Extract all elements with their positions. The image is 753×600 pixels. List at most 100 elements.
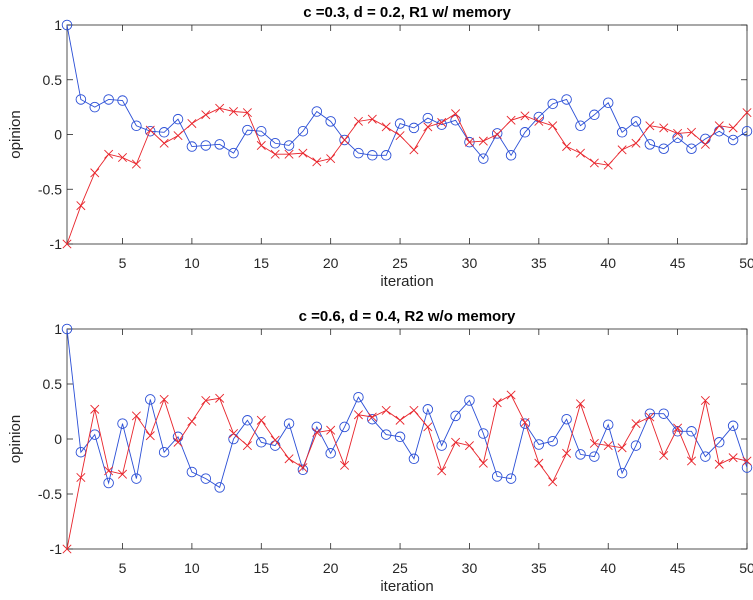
data-point-circle <box>450 410 461 422</box>
y-tick-label: 0 <box>54 431 62 447</box>
data-point-circle <box>602 419 614 430</box>
data-point-circle <box>103 94 114 105</box>
data-point-circle <box>283 418 295 429</box>
y-tick-label: 0 <box>54 127 62 143</box>
data-point-x <box>395 131 405 141</box>
data-point-x <box>367 114 377 124</box>
data-point-x <box>395 415 405 425</box>
x-tick-label: 15 <box>253 560 269 576</box>
data-point-x <box>714 459 724 469</box>
subplot-2: 5 10 15 20 25 30 35 40 45 50 -1 -0.5 0 0.5 1 c =0.6, d … <box>7 308 753 595</box>
data-point-circle <box>131 120 142 131</box>
y-axis-label: opinion <box>7 110 24 158</box>
series-line-blue <box>66 328 748 489</box>
x-tick-label: 50 <box>739 560 753 576</box>
data-point-circle <box>186 141 198 152</box>
data-point-circle <box>89 101 101 113</box>
y-tick-label: 1 <box>54 17 62 33</box>
data-point-circle <box>658 408 669 419</box>
x-tick-label: 15 <box>253 255 269 271</box>
data-point-circle <box>408 122 420 134</box>
data-point-x <box>562 142 572 152</box>
data-point-circle <box>353 147 364 159</box>
data-point-circle <box>519 418 531 429</box>
data-point-circle <box>297 125 309 137</box>
data-point-circle <box>547 98 558 110</box>
data-point-x <box>131 159 141 169</box>
series-line-red <box>66 394 748 550</box>
data-point-x <box>201 395 211 406</box>
data-point-x <box>90 168 100 178</box>
data-point-x <box>617 145 627 155</box>
data-point-circle <box>686 426 697 437</box>
data-point-circle <box>491 471 503 482</box>
data-point-x <box>104 149 114 159</box>
data-point-x <box>686 456 697 466</box>
data-point-x <box>631 138 641 148</box>
chart-title: c =0.3, d = 0.2, R1 w/ memory <box>303 4 511 21</box>
data-point-x <box>409 145 419 155</box>
data-point-x <box>340 135 350 145</box>
data-point-x <box>700 139 710 149</box>
data-point-circle <box>547 435 558 447</box>
x-tick-label: 5 <box>119 560 127 576</box>
data-point-x <box>520 417 530 428</box>
data-point-x <box>562 448 572 458</box>
data-point-circle <box>436 440 447 451</box>
data-point-circle <box>575 449 586 460</box>
x-tick-label: 25 <box>392 255 408 271</box>
data-point-x <box>534 458 544 468</box>
series-line-blue <box>66 24 748 160</box>
data-point-circle <box>256 125 267 137</box>
data-point-x <box>603 441 613 451</box>
data-point-circle <box>61 19 73 31</box>
data-point-circle <box>589 451 600 462</box>
data-point-circle <box>214 482 225 493</box>
data-point-circle <box>741 462 753 473</box>
data-point-circle <box>145 394 156 405</box>
data-point-circle <box>325 448 336 459</box>
data-point-x <box>353 410 363 420</box>
data-point-x <box>298 148 308 158</box>
data-point-circle <box>644 408 656 419</box>
data-point-x <box>451 109 461 119</box>
data-point-x <box>159 394 169 404</box>
x-tick-label: 30 <box>462 560 478 576</box>
data-point-x <box>645 412 655 422</box>
data-point-x <box>104 466 114 476</box>
x-tick-label: 40 <box>600 560 616 576</box>
data-point-x <box>242 441 252 451</box>
data-point-x <box>631 419 641 429</box>
data-point-x <box>215 393 225 403</box>
data-point-x <box>298 463 308 473</box>
y-tick-label: -0.5 <box>38 486 62 502</box>
data-point-x <box>242 108 252 118</box>
data-point-x <box>381 122 391 132</box>
data-point-circle <box>741 125 753 137</box>
data-point-circle <box>200 140 212 151</box>
data-point-x <box>520 111 530 121</box>
data-point-x <box>589 158 599 168</box>
data-point-x <box>270 149 280 159</box>
data-point-circle <box>700 451 711 462</box>
data-point-circle <box>242 415 253 426</box>
data-point-circle <box>589 109 600 121</box>
data-point-x <box>284 454 294 464</box>
y-axis-label: opinion <box>7 415 24 463</box>
data-point-circle <box>380 150 392 161</box>
data-point-x <box>478 136 488 146</box>
data-point-x <box>173 131 183 141</box>
x-tick-label: 45 <box>670 255 686 271</box>
data-point-x <box>673 423 683 433</box>
data-point-x <box>173 437 183 447</box>
data-point-circle <box>117 418 128 429</box>
x-tick-label: 30 <box>462 255 478 271</box>
data-point-x <box>464 137 474 147</box>
x-tick-label: 35 <box>531 560 547 576</box>
data-point-x <box>367 412 377 422</box>
x-tick-label: 20 <box>323 560 339 576</box>
data-point-circle <box>519 127 531 138</box>
data-point-x <box>131 411 141 421</box>
x-tick-label: 5 <box>119 255 127 271</box>
data-point-x <box>437 117 447 127</box>
